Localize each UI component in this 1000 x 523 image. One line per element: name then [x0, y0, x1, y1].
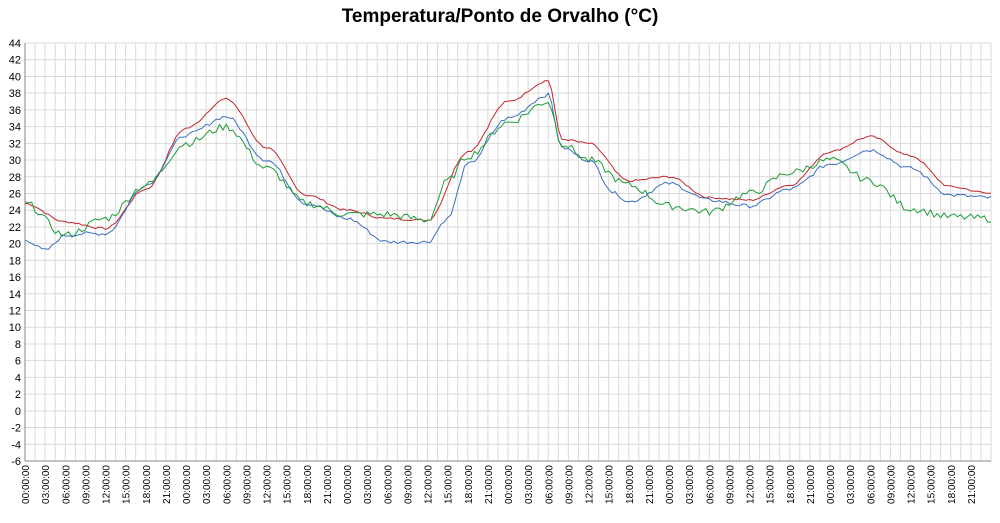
x-tick-label: 03:00:00: [202, 465, 213, 504]
x-tick-label: 12:00:00: [746, 465, 757, 504]
x-tick-label: 03:00:00: [41, 465, 52, 504]
x-tick-label: 03:00:00: [524, 465, 535, 504]
x-tick-label: 12:00:00: [907, 465, 918, 504]
y-tick-label: 10: [9, 322, 21, 334]
series-line-red: [24, 80, 992, 230]
x-tick-label: 18:00:00: [947, 465, 958, 504]
y-tick-label: 20: [9, 239, 21, 251]
y-tick-label: 38: [9, 88, 21, 100]
x-tick-label: 09:00:00: [564, 465, 575, 504]
y-tick-label: 28: [9, 172, 21, 184]
y-tick-label: 2: [15, 389, 21, 401]
y-tick-label: 34: [9, 122, 21, 134]
x-tick-label: 15:00:00: [444, 465, 455, 504]
y-tick-label: 0: [15, 406, 21, 418]
y-tick-label: 16: [9, 272, 21, 284]
chart-title: Temperatura/Ponto de Orvalho (°C): [341, 6, 659, 27]
x-tick-label: 15:00:00: [283, 465, 294, 504]
x-tick-label: 00:00:00: [343, 465, 354, 504]
x-tick-label: 03:00:00: [846, 465, 857, 504]
x-tick-label: 00:00:00: [21, 465, 32, 504]
x-tick-label: 03:00:00: [685, 465, 696, 504]
x-tick-label: 06:00:00: [383, 465, 394, 504]
y-tick-label: 32: [9, 138, 21, 150]
x-tick-label: 18:00:00: [142, 465, 153, 504]
y-tick-label: 26: [9, 188, 21, 200]
x-tick-label: 12:00:00: [263, 465, 274, 504]
x-tick-label: 12:00:00: [102, 465, 113, 504]
y-tick-label: 6: [15, 356, 21, 368]
x-tick-label: 21:00:00: [806, 465, 817, 504]
x-tick-label: 15:00:00: [766, 465, 777, 504]
x-tick-label: 06:00:00: [544, 465, 555, 504]
y-tick-label: 22: [9, 222, 21, 234]
x-tick-label: 21:00:00: [645, 465, 656, 504]
y-tick-label: -6: [11, 456, 21, 468]
series-line-green: [24, 102, 991, 238]
x-tick-label: 09:00:00: [725, 465, 736, 504]
y-tick-label: 4: [15, 372, 21, 384]
x-tick-label: 18:00:00: [625, 465, 636, 504]
x-tick-label: 09:00:00: [403, 465, 414, 504]
x-tick-label: 18:00:00: [303, 465, 314, 504]
y-tick-label: 14: [9, 289, 21, 301]
x-tick-label: 18:00:00: [786, 465, 797, 504]
y-tick-label: 40: [9, 71, 21, 83]
x-tick-label: 18:00:00: [464, 465, 475, 504]
x-tick-label: 21:00:00: [162, 465, 173, 504]
x-tick-label: 00:00:00: [504, 465, 515, 504]
x-tick-label: 15:00:00: [605, 465, 616, 504]
y-tick-label: 12: [9, 306, 21, 318]
x-tick-label: 06:00:00: [705, 465, 716, 504]
y-tick-label: 30: [9, 155, 21, 167]
x-tick-label: 06:00:00: [61, 465, 72, 504]
x-tick-label: 15:00:00: [927, 465, 938, 504]
y-tick-label: 44: [9, 38, 21, 50]
x-tick-label: 00:00:00: [826, 465, 837, 504]
x-tick-label: 06:00:00: [222, 465, 233, 504]
x-tick-label: 03:00:00: [363, 465, 374, 504]
x-tick-label: 12:00:00: [424, 465, 435, 504]
x-tick-label: 09:00:00: [81, 465, 92, 504]
y-tick-label: 36: [9, 105, 21, 117]
y-tick-label: -2: [11, 423, 21, 435]
x-tick-label: 09:00:00: [886, 465, 897, 504]
y-tick-label: 42: [9, 55, 21, 67]
x-tick-label: 21:00:00: [484, 465, 495, 504]
y-tick-label: 18: [9, 255, 21, 267]
y-tick-label: 24: [9, 205, 21, 217]
y-tick-label: -4: [11, 439, 21, 451]
x-tick-label: 00:00:00: [665, 465, 676, 504]
series-line-blue: [24, 92, 992, 250]
y-tick-label: 8: [15, 339, 21, 351]
x-tick-label: 15:00:00: [122, 465, 133, 504]
x-tick-label: 06:00:00: [866, 465, 877, 504]
x-tick-label: 21:00:00: [323, 465, 334, 504]
x-tick-label: 21:00:00: [967, 465, 978, 504]
x-tick-label: 12:00:00: [585, 465, 596, 504]
x-tick-label: 00:00:00: [182, 465, 193, 504]
x-tick-label: 09:00:00: [242, 465, 253, 504]
